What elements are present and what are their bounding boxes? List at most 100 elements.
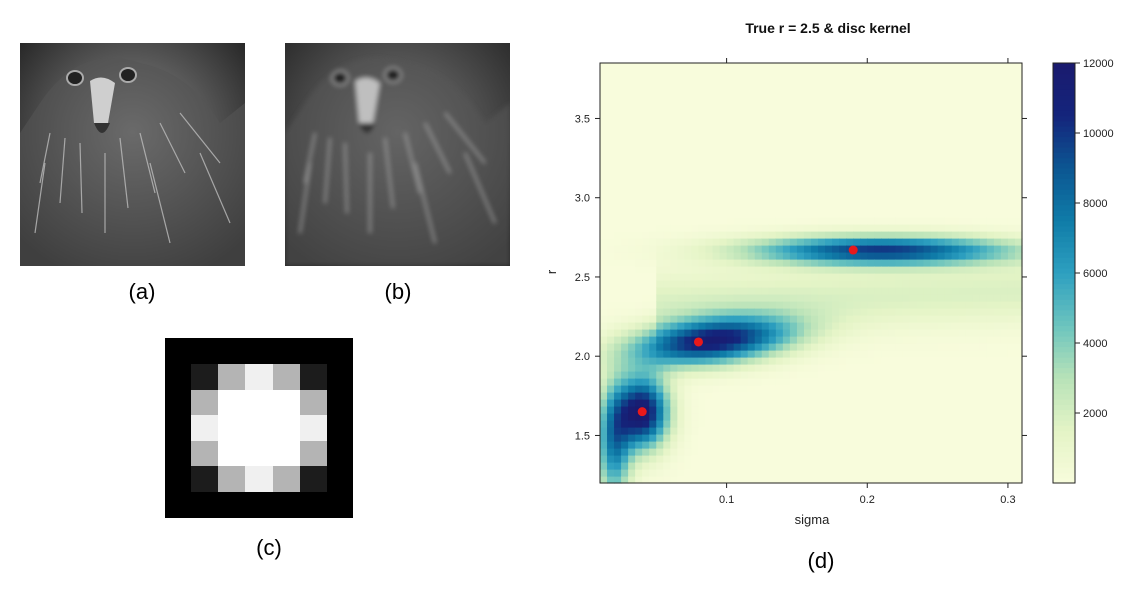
heatmap-cell [895, 364, 904, 372]
heatmap-cell [937, 420, 946, 428]
heatmap-cell [740, 469, 749, 477]
heatmap-cell [761, 434, 770, 442]
heatmap-cell [944, 231, 953, 239]
heatmap-cell [811, 133, 819, 141]
heatmap-cell [614, 294, 622, 302]
heatmap-cell [937, 280, 946, 288]
heatmap-cell [972, 245, 981, 253]
heatmap-cell [860, 413, 868, 421]
heatmap-cell [881, 329, 889, 337]
heatmap-cell [825, 315, 833, 323]
heatmap-cell [642, 126, 650, 134]
heatmap-cell [923, 196, 932, 204]
heatmap-cell [705, 364, 714, 372]
heatmap-cell [600, 91, 608, 99]
heatmap-cell [902, 476, 911, 484]
heatmap-cell [853, 147, 861, 155]
heatmap-cell [670, 175, 678, 183]
heatmap-cell [719, 231, 728, 239]
heatmap-cell [775, 329, 784, 337]
heatmap-cell [796, 210, 805, 218]
heatmap-cell [839, 364, 847, 372]
heatmap-cell [635, 280, 643, 288]
heatmap-cell [923, 182, 932, 190]
heatmap-cell [930, 287, 939, 295]
heatmap-cell [663, 273, 671, 281]
heatmap-cell [916, 245, 925, 253]
heatmap-cell [628, 112, 636, 120]
heatmap-cell [677, 133, 685, 141]
heatmap-cell [614, 364, 622, 372]
heatmap-cell [677, 84, 685, 92]
heatmap-cell [881, 84, 889, 92]
heatmap-cell [656, 378, 664, 386]
heatmap-cell [719, 63, 728, 71]
heatmap-cell [670, 217, 678, 225]
heatmap-cell [698, 70, 707, 78]
heatmap-cell [944, 182, 953, 190]
heatmap-cell [881, 140, 889, 148]
kernel-cell [299, 415, 327, 441]
heatmap-cell [698, 287, 707, 295]
heatmap-cell [909, 63, 918, 71]
colorbar-segment [1053, 299, 1075, 306]
heatmap-cell [951, 266, 960, 274]
heatmap-cell [635, 70, 643, 78]
heatmap-cell [867, 441, 875, 449]
heatmap-cell [930, 140, 939, 148]
heatmap-cell [1000, 357, 1009, 365]
heatmap-cell [916, 413, 925, 421]
heatmap-cell [789, 329, 798, 337]
heatmap-cell [796, 252, 805, 260]
heatmap-cell [719, 441, 728, 449]
heatmap-cell [600, 161, 608, 169]
heatmap-cell [747, 175, 756, 183]
heatmap-cell [684, 154, 693, 162]
y-tick-label: 3.0 [575, 193, 590, 205]
heatmap-cell [607, 210, 615, 218]
heatmap-cell [684, 406, 693, 414]
heatmap-cell [916, 329, 925, 337]
kernel-cell [299, 364, 327, 390]
heatmap-cell [1000, 147, 1009, 155]
heatmap-cell [846, 105, 854, 113]
heatmap-cell [909, 77, 918, 85]
heatmap-cell [663, 252, 671, 260]
heatmap-cell [663, 182, 671, 190]
heatmap-cell [761, 308, 770, 316]
heatmap-cell [691, 84, 700, 92]
kernel-cell [218, 440, 246, 467]
heatmap-cell [761, 343, 770, 351]
heatmap-cell [733, 238, 742, 246]
heatmap-cell [621, 182, 629, 190]
heatmap-cell [719, 189, 728, 197]
heatmap-cell [698, 63, 707, 71]
heatmap-cell [832, 322, 840, 330]
heatmap-cell [853, 224, 861, 232]
heatmap-cell [796, 161, 805, 169]
heatmap-cell [881, 238, 889, 246]
heatmap-cell [993, 252, 1002, 260]
kernel-cell [245, 415, 273, 441]
heatmap-cell [951, 224, 960, 232]
heatmap-cell [656, 399, 664, 407]
heatmap-cell [972, 329, 981, 337]
heatmap-cell [986, 441, 995, 449]
heatmap-cell [621, 322, 629, 330]
heatmap-cell [909, 287, 918, 295]
heatmap-cell [747, 392, 756, 400]
heatmap-cell [761, 476, 770, 484]
heatmap-cell [930, 210, 939, 218]
heatmap-cell [614, 168, 622, 176]
heatmap-cell [726, 469, 735, 477]
heatmap-cell [811, 406, 819, 414]
heatmap-cell [1000, 308, 1009, 316]
heatmap-cell [993, 168, 1002, 176]
heatmap-cell [600, 63, 608, 71]
heatmap-cell [740, 455, 749, 463]
heatmap-cell [789, 70, 798, 78]
heatmap-cell [1000, 287, 1009, 295]
heatmap-cell [1014, 252, 1023, 260]
heatmap-cell [726, 245, 735, 253]
heatmap-cell [867, 182, 875, 190]
